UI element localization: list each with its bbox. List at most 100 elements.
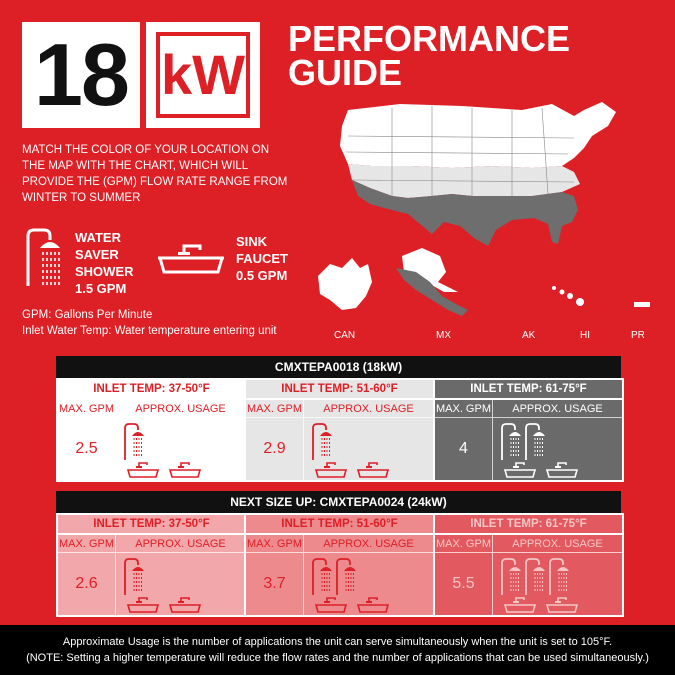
note-inlet: Inlet Water Temp: Water temperature ente… xyxy=(22,325,277,337)
sink-gpm: 0.5 GPM xyxy=(236,268,288,283)
panel-title: INLET TEMP: 51-60°F xyxy=(246,380,433,400)
panel-title: INLET TEMP: 37-50°F xyxy=(58,380,245,400)
panel-body: 3.7 xyxy=(246,553,433,615)
sink-faucet-icon xyxy=(126,460,160,480)
shower-icon xyxy=(310,422,332,467)
panel-subheader: MAX. GPM APPROX. USAGE xyxy=(435,400,622,418)
panel-title: INLET TEMP: 51-60°F xyxy=(246,515,433,535)
map-label-pr: PR xyxy=(631,330,645,341)
panel-body: 2.6 xyxy=(58,553,245,615)
note-gpm: GPM: Gallons Per Minute xyxy=(22,309,153,321)
sink-faucet-icon xyxy=(168,460,202,480)
page-title: PERFORMANCE GUIDE xyxy=(288,18,571,93)
panel-body: 4 xyxy=(435,418,622,480)
sink-faucet-icon xyxy=(545,460,579,480)
shower-line-2: SAVER xyxy=(75,247,119,262)
panel-18kw-2: INLET TEMP: 51-60°F MAX. GPM APPROX. USAGE… xyxy=(244,378,435,482)
col-approx-usage: APPROX. USAGE xyxy=(512,403,603,415)
panel-body: 2.9 xyxy=(246,418,433,480)
shower-icon xyxy=(122,557,144,602)
gpm-value: 2.5 xyxy=(58,418,116,480)
sink-legend: SINK FAUCET 0.5 GPM xyxy=(236,233,288,284)
gpm-value: 2.9 xyxy=(246,418,304,480)
usage-icons xyxy=(493,418,622,480)
panel-subheader: MAX. GPM APPROX. USAGE xyxy=(58,400,245,418)
shower-gpm: 1.5 GPM xyxy=(75,281,127,296)
col-approx-usage: APPROX. USAGE xyxy=(323,538,414,550)
panel-18kw-1: INLET TEMP: 37-50°F MAX. GPM APPROX. USAGE… xyxy=(56,378,247,482)
col-max-gpm: MAX. GPM xyxy=(246,400,304,417)
sink-faucet-icon xyxy=(503,460,537,480)
map-label-can: CAN xyxy=(334,330,356,341)
map-region-dark xyxy=(352,180,578,246)
usage-icons xyxy=(304,553,433,615)
sink-faucet-icon xyxy=(545,595,579,615)
shower-legend: WATER SAVER SHOWER 1.5 GPM xyxy=(75,229,134,297)
intro-text: MATCH THE COLOR OF YOUR LOCATION ON THE … xyxy=(22,144,288,204)
table-18kw-header: CMXTEPA0018 (18kW) xyxy=(56,356,621,378)
sink-faucet-icon xyxy=(314,460,348,480)
hero-number: 18 xyxy=(22,22,140,128)
panel-subheader: MAX. GPM APPROX. USAGE xyxy=(246,535,433,553)
sink-line-1: SINK xyxy=(236,234,268,249)
usage-icons xyxy=(116,418,245,480)
col-max-gpm: MAX. GPM xyxy=(58,535,116,552)
sink-faucet-icon xyxy=(158,244,224,274)
sink-faucet-icon xyxy=(168,595,202,615)
shower-icon xyxy=(310,557,332,602)
map-canada xyxy=(318,258,372,310)
shower-icon xyxy=(26,228,60,286)
title-line-1: PERFORMANCE xyxy=(288,18,571,59)
col-max-gpm: MAX. GPM xyxy=(246,535,304,552)
footer-line-2: (NOTE: Setting a higher temperature will… xyxy=(26,652,649,664)
shower-icon xyxy=(334,557,356,602)
shower-line-3: SHOWER xyxy=(75,264,134,279)
hero-unit-box: kW xyxy=(146,22,260,128)
map-label-ak: AK xyxy=(522,330,536,341)
col-approx-usage: APPROX. USAGE xyxy=(135,403,226,415)
footer-line-1: Approximate Usage is the number of appli… xyxy=(62,636,613,648)
notes: GPM: Gallons Per Minute Inlet Water Temp… xyxy=(22,307,277,339)
panel-body: 2.5 xyxy=(58,418,245,480)
gpm-value: 3.7 xyxy=(246,553,304,615)
gpm-value: 2.6 xyxy=(58,553,116,615)
sink-faucet-icon xyxy=(314,595,348,615)
col-max-gpm: MAX. GPM xyxy=(435,535,493,552)
sink-faucet-icon xyxy=(356,595,390,615)
sink-line-2: FAUCET xyxy=(236,251,288,266)
map-region-light xyxy=(340,102,616,168)
col-approx-usage: APPROX. USAGE xyxy=(135,538,226,550)
map-mexico xyxy=(396,268,468,316)
col-approx-usage: APPROX. USAGE xyxy=(323,403,414,415)
hero-unit: kW xyxy=(156,32,250,118)
panel-18kw-3: INLET TEMP: 61-75°F MAX. GPM APPROX. USAGE… xyxy=(433,378,624,482)
shower-icon xyxy=(547,557,569,602)
usage-icons xyxy=(493,553,622,615)
sink-faucet-icon xyxy=(356,460,390,480)
sink-faucet-icon xyxy=(126,595,160,615)
col-max-gpm: MAX. GPM xyxy=(435,400,493,417)
usage-icons xyxy=(304,418,433,480)
panel-title: INLET TEMP: 37-50°F xyxy=(58,515,245,535)
map-label-hi: HI xyxy=(580,330,590,341)
shower-icon xyxy=(499,422,521,467)
col-max-gpm: MAX. GPM xyxy=(58,400,116,417)
panel-subheader: MAX. GPM APPROX. USAGE xyxy=(246,400,433,418)
footer-note: Approximate Usage is the number of appli… xyxy=(0,625,675,675)
shower-icon xyxy=(523,422,545,467)
panel-body: 5.5 xyxy=(435,553,622,615)
panel-subheader: MAX. GPM APPROX. USAGE xyxy=(58,535,245,553)
shower-icon xyxy=(122,422,144,467)
gpm-value: 5.5 xyxy=(435,553,493,615)
usage-icons xyxy=(116,553,245,615)
map-hawaii xyxy=(552,286,584,306)
shower-icon xyxy=(499,557,521,602)
col-approx-usage: APPROX. USAGE xyxy=(512,538,603,550)
title-line-2: GUIDE xyxy=(288,52,403,93)
panel-subheader: MAX. GPM APPROX. USAGE xyxy=(435,535,622,553)
shower-line-1: WATER xyxy=(75,230,121,245)
panel-24kw-1: INLET TEMP: 37-50°F MAX. GPM APPROX. USAGE… xyxy=(56,513,247,617)
map-puerto-rico xyxy=(634,302,650,307)
shower-icon xyxy=(523,557,545,602)
panel-title: INLET TEMP: 61-75°F xyxy=(435,515,622,535)
